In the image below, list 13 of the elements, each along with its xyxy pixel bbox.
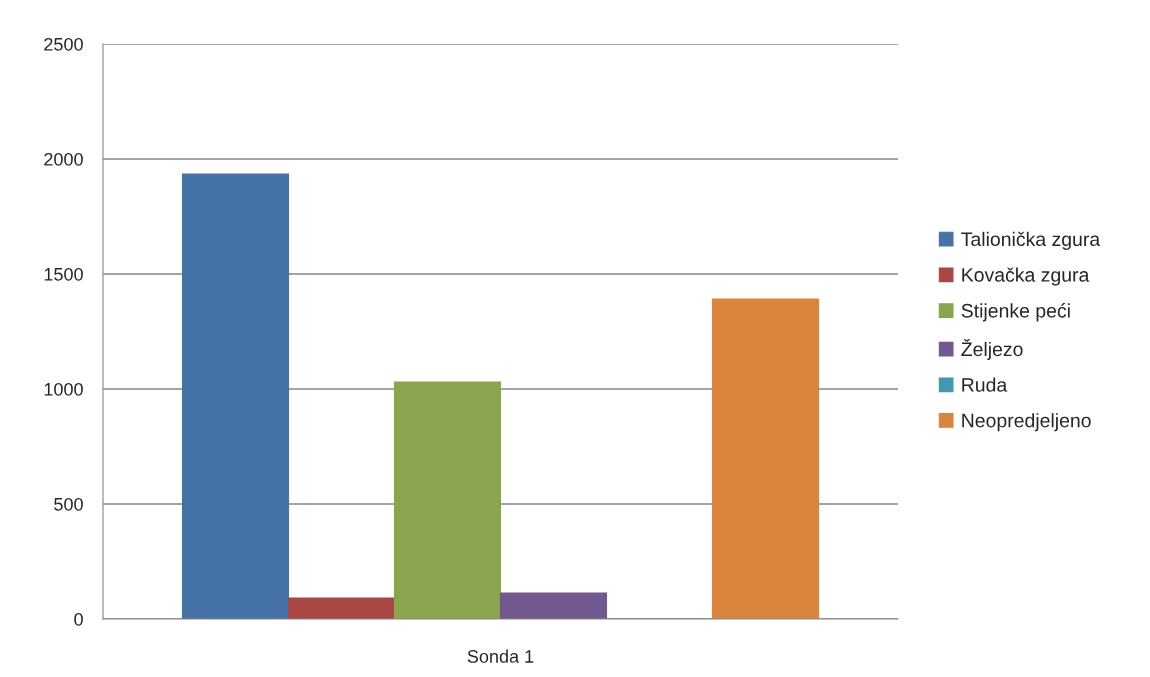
legend-label: Neopredjeljeno	[962, 413, 1091, 432]
y-tick-label: 1000	[44, 382, 83, 396]
legend-label: Željezo	[961, 338, 1023, 361]
legend-label: Ruda	[962, 377, 1008, 392]
legend-label: Stijenke peći	[961, 303, 1070, 322]
legend-label: Kovačka zgura	[962, 267, 1090, 286]
y-tick-label: 0	[74, 612, 83, 626]
y-tick-label: 500	[54, 497, 83, 511]
y-tick-label: 2500	[44, 37, 83, 51]
y-tick-label: 2000	[44, 152, 83, 166]
legend-label: Talionička zgura	[961, 231, 1101, 250]
x-tick-label: Sonda 1	[467, 649, 534, 663]
y-tick-label: 1500	[44, 267, 83, 281]
